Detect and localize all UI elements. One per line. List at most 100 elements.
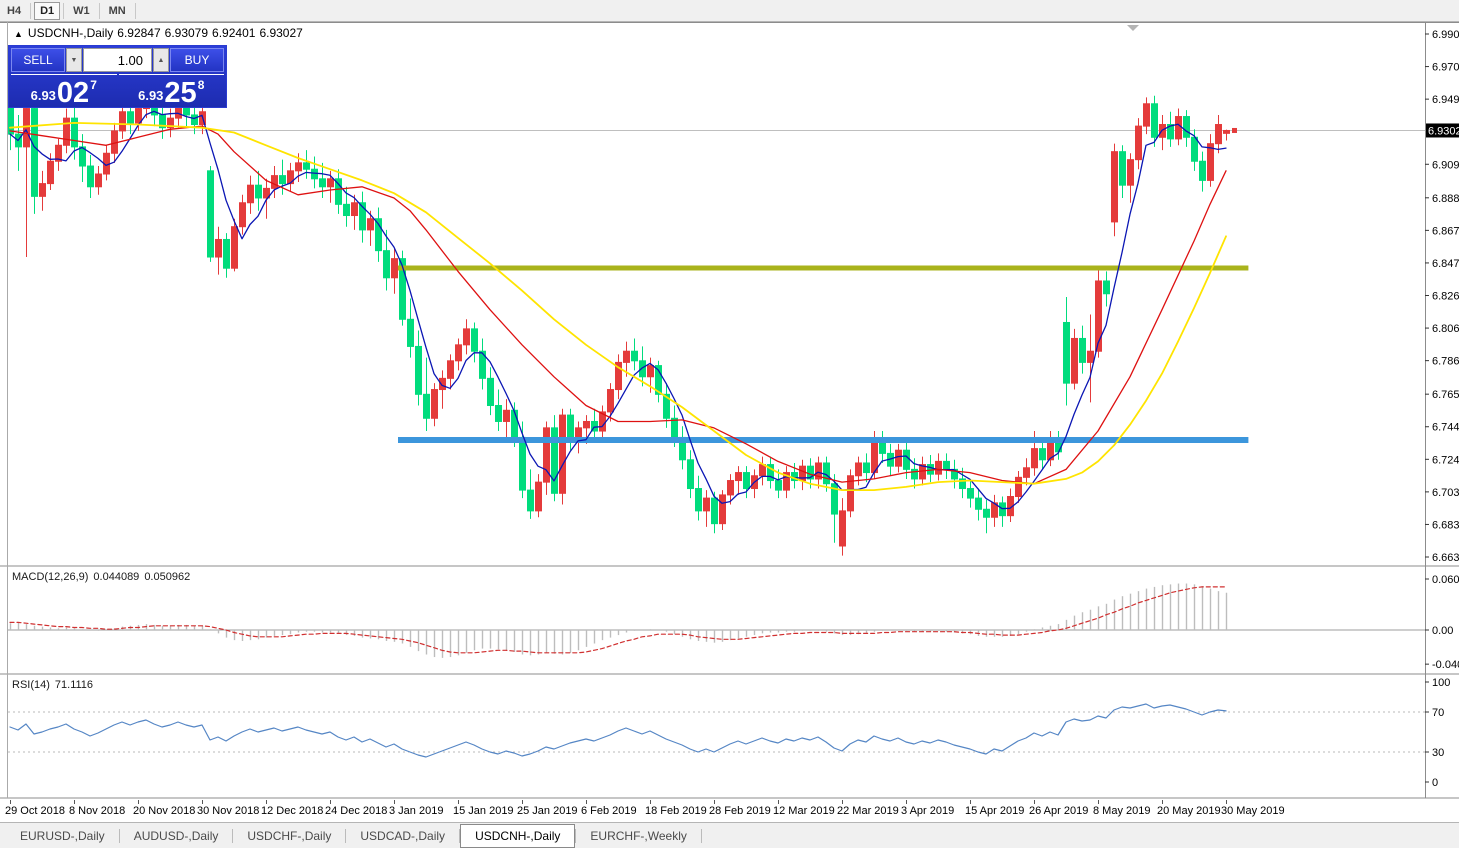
candle	[975, 497, 982, 510]
macd-axis-label: -0.04041	[1432, 659, 1459, 671]
chart-tab-eurusd-daily[interactable]: EURUSD-,Daily	[20, 828, 105, 843]
buy-button[interactable]: BUY	[170, 48, 224, 72]
date-axis-label: 3 Apr 2019	[901, 805, 954, 817]
date-axis-label: 3 Jan 2019	[389, 805, 443, 817]
tab-separator	[232, 828, 234, 843]
candle	[1207, 143, 1214, 181]
candle	[423, 393, 430, 419]
candle	[7, 106, 14, 135]
candle	[215, 238, 222, 258]
timeframe-button-mn[interactable]: MN	[108, 4, 126, 17]
price-axis-label: 6.68350	[1432, 519, 1459, 531]
candle	[39, 183, 46, 197]
date-axis-label: 15 Apr 2019	[965, 805, 1024, 817]
candle	[279, 175, 286, 185]
date-axis-label: 12 Dec 2018	[261, 805, 323, 817]
candle	[583, 420, 590, 429]
price-axis-label: 6.74470	[1432, 422, 1459, 434]
buy-price-display[interactable]: 6.93 25 8	[118, 74, 224, 108]
candle	[1039, 448, 1046, 461]
volume-input[interactable]	[83, 48, 152, 72]
timeframe-toolbar: H4 D1 W1 MN	[0, 0, 1459, 22]
candle	[439, 377, 446, 391]
candle	[1159, 124, 1166, 138]
candle	[1071, 337, 1078, 384]
buy-price-prefix: 6.93	[138, 88, 164, 103]
rsi-label: RSI(14) 71.1116	[12, 679, 98, 691]
candle	[1015, 476, 1022, 498]
chart-tab-eurchf-weekly[interactable]: EURCHF-,Weekly	[590, 828, 687, 843]
candle	[1175, 116, 1182, 140]
candle	[135, 108, 142, 124]
price-axis-label: 6.84730	[1432, 258, 1459, 270]
candle	[767, 464, 774, 482]
candle	[207, 170, 214, 258]
candle	[663, 393, 670, 419]
chart-shift-icon	[1127, 25, 1139, 31]
rsi-axis-label: 100	[1432, 677, 1450, 689]
macd-main-value: 0.044089	[93, 571, 140, 583]
candle	[263, 187, 270, 199]
candle	[831, 483, 838, 515]
candle	[855, 462, 862, 477]
candle	[959, 478, 966, 490]
chart-title: ▲ USDCNH-,Daily 6.92847 6.93079 6.92401 6.930…	[14, 26, 307, 40]
candle	[23, 108, 30, 148]
candle	[967, 488, 974, 499]
ma-slow-line	[9, 122, 1227, 492]
candle	[1103, 280, 1110, 295]
chart-canvas[interactable]: 6.99070 6.97030 6.94990 6.90910 6.88810 6.867…	[0, 22, 1459, 822]
timeframe-button-h4[interactable]: H4	[7, 4, 22, 17]
candle	[95, 173, 102, 188]
candle	[1031, 448, 1038, 469]
candle	[1151, 103, 1158, 138]
toolbar-separator	[98, 2, 100, 19]
date-axis-label: 8 May 2019	[1093, 805, 1150, 817]
candle	[1215, 124, 1222, 145]
candle	[55, 144, 62, 162]
candle	[711, 497, 718, 525]
candle	[823, 462, 830, 485]
candle	[727, 480, 734, 496]
candle	[935, 460, 942, 475]
sell-button[interactable]: SELL	[11, 48, 65, 72]
candle	[343, 203, 350, 217]
candle	[311, 168, 318, 180]
candle	[463, 328, 470, 346]
candle	[783, 472, 790, 491]
candle	[127, 111, 134, 124]
candle	[63, 117, 70, 146]
chart-tab-audusd-daily[interactable]: AUDUSD-,Daily	[133, 828, 219, 843]
date-axis-label: 20 Nov 2018	[133, 805, 195, 817]
price-axis-label: 6.94990	[1432, 94, 1459, 106]
sell-price-display[interactable]: 6.93 02 7	[11, 74, 117, 108]
candle	[383, 250, 390, 279]
candle	[847, 475, 854, 512]
price-axis-label: 6.80650	[1432, 323, 1459, 335]
date-axis-label: 15 Jan 2019	[453, 805, 514, 817]
candle	[639, 360, 646, 378]
timeframe-button-d1[interactable]: D1	[34, 1, 61, 20]
candle	[167, 117, 174, 129]
volume-increase-button[interactable]: ▲	[153, 48, 169, 72]
candle	[319, 178, 326, 188]
candle	[471, 328, 478, 352]
timeframe-button-w1[interactable]: W1	[73, 4, 90, 17]
volume-decrease-button[interactable]: ▼	[66, 48, 82, 72]
candle	[647, 365, 654, 378]
collapse-panel-icon[interactable]: ▲	[14, 29, 23, 39]
chart-tab-usdcnh-daily[interactable]: USDCNH-,Daily	[460, 823, 576, 848]
candle	[495, 405, 502, 422]
last-price-marker	[1232, 127, 1237, 133]
date-axis-label: 30 Nov 2018	[197, 805, 259, 817]
date-axis-label: 29 Oct 2018	[5, 805, 65, 817]
chart-tab-usdchf-daily[interactable]: USDCHF-,Daily	[247, 828, 332, 843]
candle	[719, 494, 726, 525]
chart-tab-usdcad-daily[interactable]: USDCAD-,Daily	[360, 828, 446, 843]
candle	[655, 365, 662, 395]
close-value: 6.93027	[259, 26, 303, 40]
rsi-value: 71.1116	[54, 679, 94, 691]
price-axis-label: 6.99070	[1432, 29, 1459, 41]
candle	[375, 218, 382, 252]
candle	[671, 417, 678, 438]
